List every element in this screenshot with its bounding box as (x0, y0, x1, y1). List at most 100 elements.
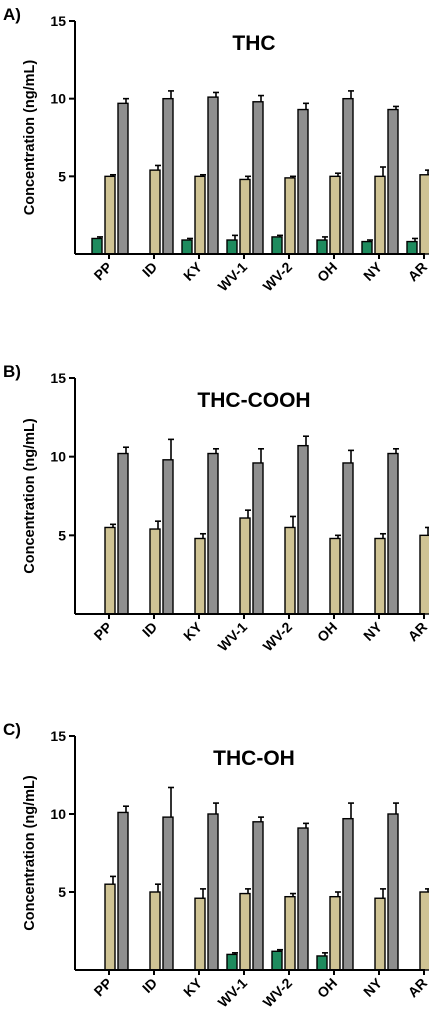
x-tick-label: WV-1 (215, 975, 251, 1011)
chart-title: THC (232, 32, 275, 55)
bar-mid (239, 178, 251, 255)
bar-low (271, 236, 283, 255)
bar-low (271, 950, 283, 971)
bar-mid (194, 897, 206, 971)
y-tick-label: 10 (50, 449, 66, 465)
bar-high (387, 452, 399, 615)
y-axis-label: Concentration (ng/mL) (22, 775, 38, 931)
panel-label: A) (3, 5, 21, 24)
bar-high (342, 462, 354, 615)
bar-mid (194, 175, 206, 255)
bar-high (162, 816, 174, 971)
y-tick-label: 15 (50, 728, 66, 744)
bar-high (117, 102, 129, 255)
bar-mid (374, 175, 386, 255)
x-tick-label: ID (139, 619, 160, 640)
bar-mid (104, 526, 116, 615)
panel-label: C) (3, 720, 21, 739)
chart-title: THC-COOH (197, 389, 310, 412)
bar-high (117, 811, 129, 971)
x-tick-label: OH (314, 975, 340, 1001)
x-tick-label: PP (91, 259, 116, 284)
bar-high (297, 444, 309, 615)
x-tick-label: AR (404, 975, 429, 1001)
bar-mid (329, 175, 341, 255)
bar-mid (419, 891, 429, 971)
y-tick-label: 15 (50, 370, 66, 386)
bar-high (162, 459, 174, 615)
bar-high (297, 108, 309, 255)
bar-high (207, 452, 219, 615)
x-tick-label: KY (180, 974, 206, 1000)
bar-mid (104, 883, 116, 971)
chart-panel-2: B) THC-COOH Concentration (ng/mL) 5 10 15 PP ID… (3, 362, 429, 654)
bar-mid (329, 895, 341, 971)
bar-low (181, 239, 193, 255)
bar-high (252, 101, 264, 255)
bar-low (361, 240, 373, 255)
bar-low (91, 237, 103, 255)
bar-mid (374, 897, 386, 971)
chart-panel-1: A) THC Concentration (ng/mL) 5 10 15 PP ID KY WV-… (3, 5, 429, 294)
x-tick-label: AR (404, 259, 429, 285)
bar-mid (329, 537, 341, 615)
bar-mid (149, 891, 161, 971)
y-tick-label: 10 (50, 91, 66, 107)
bar-mid (194, 537, 206, 615)
bar-high (162, 97, 174, 255)
x-tick-label: PP (91, 619, 116, 644)
x-tick-label: WV-2 (260, 259, 296, 295)
y-tick-label: 15 (50, 13, 66, 29)
bar-high (207, 96, 219, 255)
bar-mid (284, 526, 296, 615)
bar-mid (104, 175, 116, 255)
x-tick-label: PP (91, 975, 116, 1000)
x-tick-label: ID (139, 975, 160, 996)
bar-high (387, 813, 399, 971)
bar-high (252, 462, 264, 615)
x-tick-label: OH (314, 259, 340, 285)
x-tick-label: AR (404, 619, 429, 645)
x-tick-label: NY (360, 974, 386, 1000)
bar-mid (419, 534, 429, 615)
x-tick-label: NY (360, 618, 386, 644)
x-tick-label: WV-1 (215, 259, 251, 295)
bar-low (316, 239, 328, 255)
x-tick-label: NY (360, 258, 386, 284)
x-tick-label: ID (139, 259, 160, 280)
bar-mid (149, 528, 161, 615)
bar-high (387, 108, 399, 255)
x-tick-label: WV-1 (215, 619, 251, 655)
y-tick-label: 5 (58, 168, 66, 184)
bar-high (207, 813, 219, 971)
y-tick-label: 5 (58, 527, 66, 543)
x-tick-label: KY (180, 258, 206, 284)
chart-panel-3: C) THC-OH Concentration (ng/mL) 5 10 15 PP ID KY… (3, 720, 429, 1010)
bar-high (342, 97, 354, 255)
bar-low (226, 239, 238, 255)
x-tick-label: OH (314, 619, 340, 645)
chart-title: THC-OH (213, 747, 295, 770)
bar-mid (239, 517, 251, 615)
bar-mid (284, 895, 296, 971)
bar-mid (239, 892, 251, 971)
bar-high (342, 817, 354, 971)
x-tick-label: WV-2 (260, 975, 296, 1011)
x-tick-label: KY (180, 618, 206, 644)
y-tick-label: 5 (58, 884, 66, 900)
bar-mid (374, 537, 386, 615)
y-axis-label: Concentration (ng/mL) (22, 60, 38, 216)
x-tick-label: WV-2 (260, 619, 296, 655)
y-axis-label: Concentration (ng/mL) (22, 418, 38, 574)
bar-high (252, 821, 264, 971)
bar-low (406, 240, 418, 255)
bar-high (297, 827, 309, 971)
y-tick-label: 10 (50, 806, 66, 822)
bar-mid (419, 174, 429, 255)
bar-low (316, 955, 328, 971)
bar-mid (149, 169, 161, 255)
bar-high (117, 452, 129, 615)
panel-label: B) (3, 362, 21, 381)
bar-mid (284, 177, 296, 255)
